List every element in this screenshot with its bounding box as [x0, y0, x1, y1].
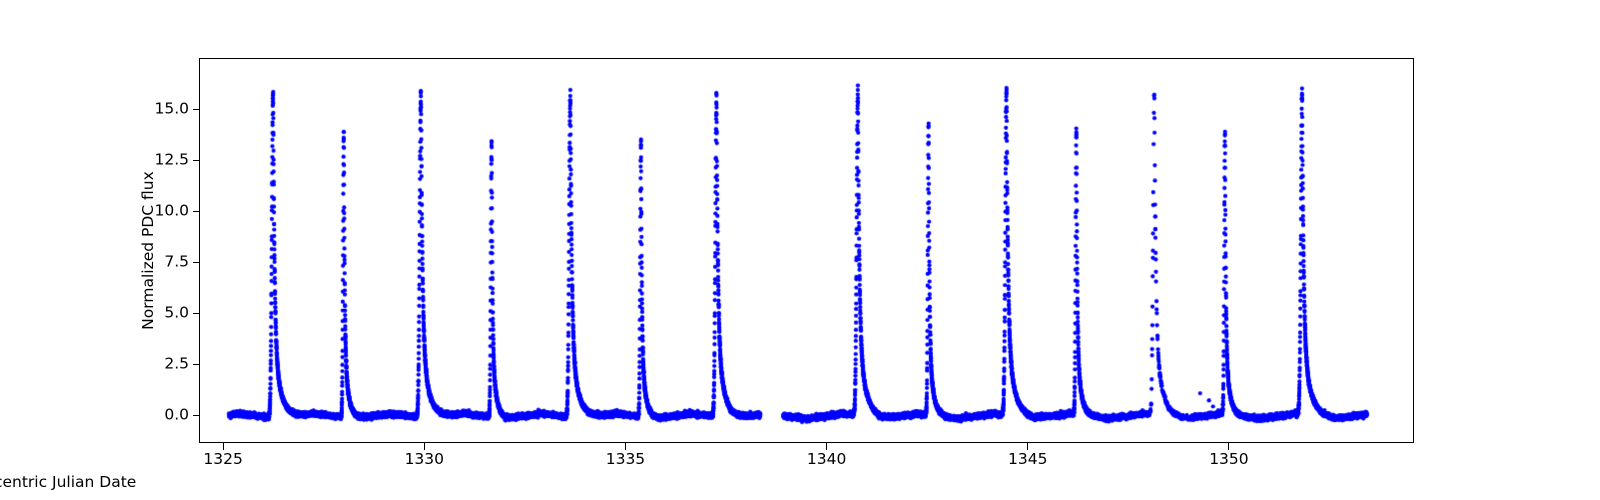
x-axis-label: Truncated Barycentric Julian Date	[0, 473, 1600, 491]
y-tick-label: 5.0	[164, 303, 189, 322]
y-tick-mark	[192, 363, 199, 365]
x-tick-label: 1325	[203, 450, 243, 468]
x-tick-label: 1350	[1209, 450, 1249, 468]
y-tick-label: 12.5	[154, 150, 189, 169]
x-tick-label: 1340	[806, 450, 847, 468]
y-tick-mark	[192, 312, 199, 314]
x-tick-label: 1330	[404, 450, 445, 468]
x-tick-mark	[1027, 443, 1029, 450]
x-tick-label: 1335	[605, 450, 646, 468]
x-tick-mark	[826, 443, 828, 450]
y-axis-label: Normalized PDC flux	[139, 171, 157, 330]
x-tick-mark	[1228, 443, 1230, 450]
x-tick-mark	[222, 443, 224, 450]
y-tick-mark	[192, 159, 199, 161]
x-tick-label: 1345	[1008, 450, 1048, 468]
x-tick-mark	[624, 443, 626, 450]
lightcurve-scatter-plot	[200, 59, 1413, 442]
y-tick-mark	[192, 414, 199, 417]
y-tick-label: 10.0	[154, 201, 189, 220]
y-tick-label: 0.0	[164, 405, 189, 424]
y-tick-label: 15.0	[154, 99, 189, 118]
y-tick-label: 7.5	[164, 252, 189, 271]
x-tick-mark	[423, 443, 425, 450]
y-tick-label: 2.5	[164, 354, 189, 373]
y-tick-mark	[192, 108, 199, 110]
plot-axes	[199, 58, 1414, 443]
y-tick-mark	[192, 210, 199, 212]
y-tick-mark	[192, 261, 199, 263]
x-axis-label-text: Truncated Barycentric Julian Date	[0, 473, 137, 491]
